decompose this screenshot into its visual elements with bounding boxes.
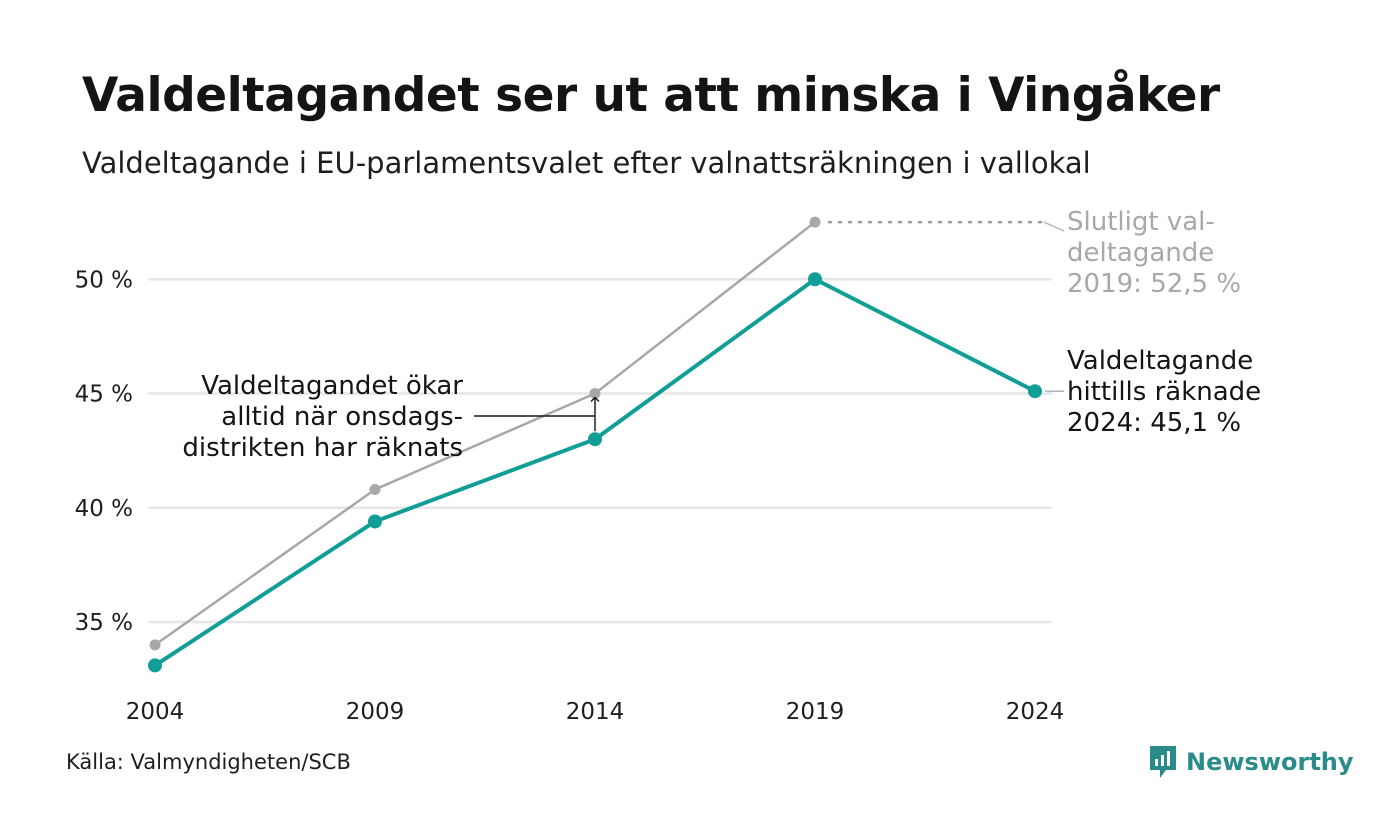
note-annotation: Valdeltagandet ökar alltid när onsdags-di… <box>182 371 463 463</box>
data-point-counted <box>148 658 162 673</box>
data-point-counted <box>588 432 602 447</box>
final-value-annotation: Slutligt val-deltagande 2019: 52,5 % <box>1067 207 1241 299</box>
y-tick-label: 50 % <box>75 267 133 293</box>
final-annotation-line: deltagande <box>1067 238 1214 268</box>
data-point-final <box>809 216 821 228</box>
chart-title: Valdeltagandet ser ut att minska i Vingå… <box>82 68 1220 123</box>
final-value-connector <box>1043 221 1065 232</box>
current-value-annotation: Valdeltagande hittills räknade 2024: 45,1 … <box>1067 346 1261 438</box>
current-annotation-line: hittills räknade <box>1067 377 1261 407</box>
y-axis-ticks: 35 % 40 % 45 % 50 % <box>75 267 133 636</box>
series-layer <box>148 216 1042 673</box>
current-annotation-line: Valdeltagande <box>1067 346 1253 376</box>
chart-subtitle: Valdeltagande i EU-parlamentsvalet efter… <box>82 146 1091 180</box>
source-note: Källa: Valmyndigheten/SCB <box>66 750 351 774</box>
y-tick-label: 40 % <box>75 496 133 522</box>
note-annotation-line: distrikten har räknats <box>182 433 463 463</box>
series-line-final <box>153 220 817 647</box>
brand-logo: Newsworthy <box>1148 744 1354 780</box>
brand-name: Newsworthy <box>1186 748 1354 776</box>
data-point-final <box>149 639 161 651</box>
y-tick-label: 35 % <box>75 610 133 636</box>
data-point-counted <box>368 514 382 529</box>
x-tick-label: 2004 <box>126 699 185 725</box>
x-tick-label: 2014 <box>566 699 625 725</box>
x-tick-label: 2009 <box>346 699 405 725</box>
data-point-counted <box>808 272 822 287</box>
data-point-final <box>369 483 381 495</box>
x-tick-label: 2024 <box>1006 699 1065 725</box>
x-tick-label: 2019 <box>786 699 845 725</box>
series-line-counted <box>153 277 1037 668</box>
note-annotation-line: Valdeltagandet ökar <box>201 371 463 401</box>
y-tick-label: 45 % <box>75 382 133 408</box>
annotations: Slutligt val-deltagande 2019: 52,5 % Valde… <box>182 207 1261 463</box>
data-point-counted <box>1028 384 1042 399</box>
current-annotation-line: 2024: 45,1 % <box>1067 408 1241 438</box>
note-annotation-line: alltid när onsdags- <box>221 402 463 432</box>
final-annotation-line: Slutligt val- <box>1067 207 1215 237</box>
x-axis-ticks: 2004 2009 2014 2019 2024 <box>126 699 1065 725</box>
newsworthy-logo-icon <box>1150 746 1176 778</box>
final-annotation-line: 2019: 52,5 % <box>1067 269 1241 299</box>
data-point-final <box>589 388 601 399</box>
